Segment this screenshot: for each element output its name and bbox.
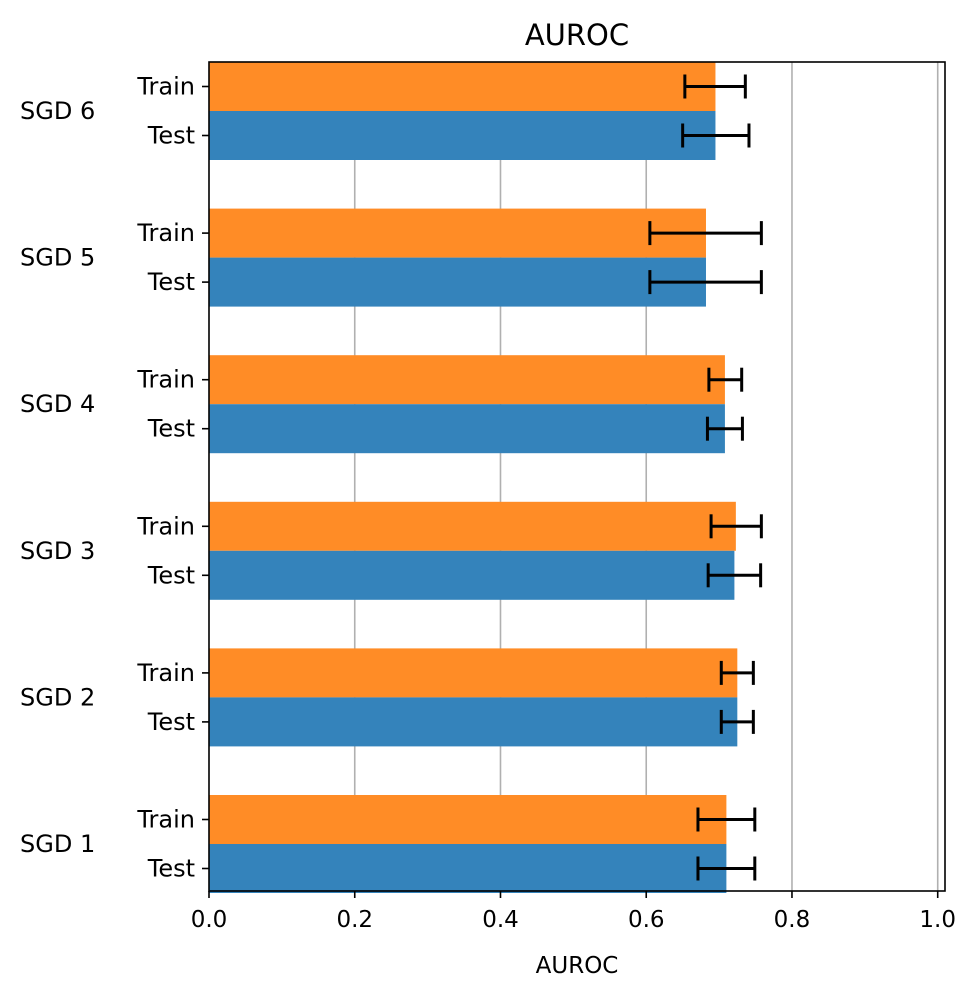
y-axis-labels: Train Test SGD 6 Train Test SGD 5 Train Test SGD…: [20, 73, 209, 883]
x-tick-label: 0.4: [482, 907, 519, 933]
bar-test: [209, 111, 716, 160]
x-tick-label: 0.2: [336, 907, 373, 933]
x-tick-label: 0.6: [628, 907, 665, 933]
bar-train: [209, 62, 716, 111]
bar-label-train: Train: [136, 219, 195, 247]
error-bar-layer: [648, 74, 763, 881]
bar-label-test: Test: [147, 268, 195, 296]
group-label: SGD 1: [20, 830, 95, 858]
bar-test: [209, 404, 725, 454]
bar-label-test: Test: [147, 415, 195, 443]
bar-train: [209, 208, 706, 258]
bar-label-train: Train: [136, 806, 195, 834]
x-axis-label: AUROC: [536, 953, 619, 979]
group-label: SGD 5: [20, 244, 95, 272]
bar-test: [209, 257, 706, 307]
bar-label-test: Test: [147, 561, 195, 589]
bar-label-train: Train: [136, 512, 195, 540]
bar-label-train: Train: [136, 73, 195, 101]
group-label: SGD 6: [20, 97, 95, 125]
group-label: SGD 2: [20, 683, 95, 711]
x-tick-label: 0.8: [774, 907, 811, 933]
bar-test: [209, 844, 727, 893]
chart-title: AUROC: [525, 18, 629, 52]
bar-train: [209, 795, 727, 844]
bar-test: [209, 550, 735, 600]
group-label: SGD 4: [20, 390, 95, 418]
bar-label-test: Test: [147, 122, 195, 150]
grid-layer: [353, 62, 939, 891]
group-label: SGD 3: [20, 537, 95, 565]
x-tick-label: 0.0: [191, 907, 228, 933]
bar-label-train: Train: [136, 366, 195, 394]
plot-frame: [208, 61, 946, 892]
bar-label-test: Test: [147, 855, 195, 883]
bar-test: [209, 697, 738, 747]
bar-train: [209, 501, 736, 551]
bar-label-test: Test: [147, 708, 195, 736]
bar-label-train: Train: [136, 659, 195, 687]
bar-train: [209, 648, 738, 698]
bar-layer: [209, 62, 738, 893]
x-axis-ticks: 0.0 0.2 0.4 0.6 0.8 1.0: [191, 891, 956, 933]
bar-train: [209, 355, 725, 405]
x-tick-label: 1.0: [919, 907, 956, 933]
